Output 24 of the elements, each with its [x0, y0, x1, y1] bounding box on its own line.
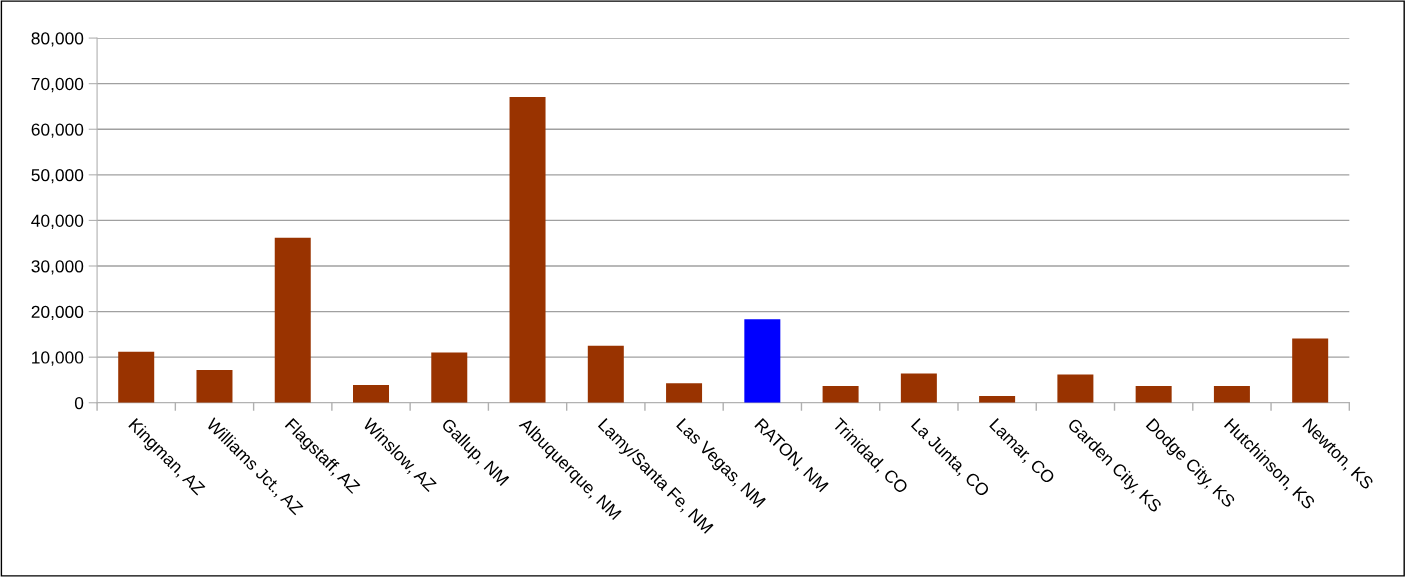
bar — [118, 351, 155, 403]
bar — [1213, 385, 1250, 403]
bar — [431, 352, 468, 403]
bar — [196, 369, 233, 403]
bar — [587, 345, 624, 403]
bar — [274, 237, 311, 403]
y-tick-label: 70,000 — [31, 77, 84, 93]
y-tick-label: 50,000 — [31, 169, 84, 184]
bar — [509, 96, 546, 403]
bar — [900, 373, 937, 403]
bar — [1057, 374, 1094, 403]
bar — [666, 383, 703, 403]
bar — [1135, 385, 1172, 403]
y-tick-label: 80,000 — [31, 32, 84, 47]
y-tick-label: 10,000 — [32, 351, 84, 366]
bar — [822, 385, 859, 403]
y-tick-label: 30,000 — [31, 260, 84, 275]
y-tick-label: 40,000 — [31, 214, 84, 229]
y-tick-label: 60,000 — [31, 123, 84, 138]
y-tick-label: 20,000 — [31, 305, 84, 321]
bar — [1292, 338, 1329, 403]
y-tick-label: 0 — [74, 396, 84, 410]
bar — [353, 384, 390, 403]
bar — [744, 319, 781, 403]
